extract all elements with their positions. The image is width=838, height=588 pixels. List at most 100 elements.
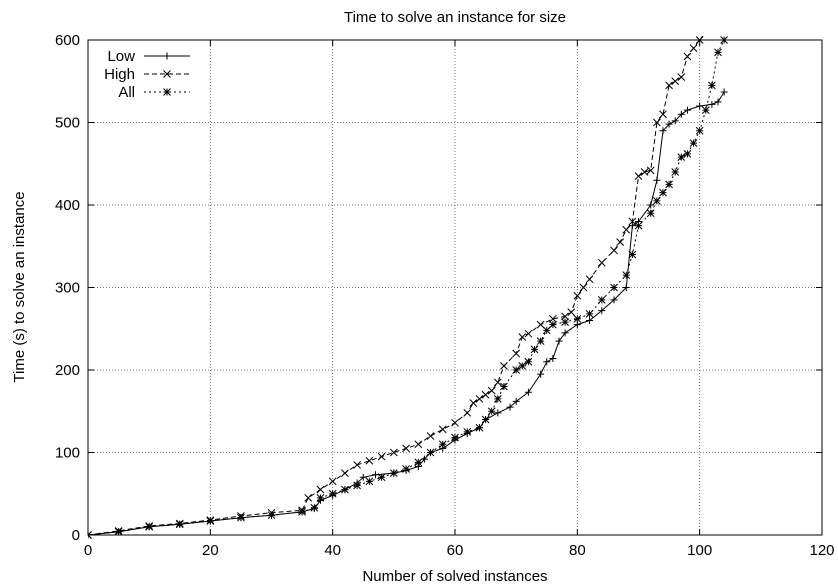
legend-marker-low: [163, 52, 171, 60]
data-point-low: [671, 117, 679, 125]
data-point-all: [310, 503, 319, 512]
legend-label-all: All: [118, 84, 135, 101]
data-point-low: [512, 397, 520, 405]
data-point-high: [389, 448, 398, 457]
data-point-high: [549, 314, 557, 323]
data-point-all: [438, 440, 447, 449]
data-point-high: [316, 485, 325, 494]
y-tick-label: 500: [55, 115, 80, 132]
data-point-high: [652, 118, 661, 127]
data-point-all: [659, 188, 667, 197]
data-point-all: [610, 283, 618, 292]
data-point-high: [481, 390, 490, 399]
data-point-low: [647, 201, 655, 209]
data-point-low: [598, 307, 606, 315]
data-point-low: [549, 354, 557, 362]
data-point-all: [720, 36, 728, 44]
data-point-low: [555, 337, 563, 345]
data-point-all: [671, 168, 680, 176]
data-point-all: [414, 458, 423, 467]
data-point-all: [365, 477, 374, 486]
data-point-all: [267, 511, 276, 520]
data-point-high: [518, 333, 527, 341]
x-tick-label: 60: [447, 542, 464, 559]
data-point-low: [420, 455, 428, 463]
data-point-high: [487, 386, 496, 395]
data-point-high: [469, 399, 478, 407]
data-point-high: [475, 395, 484, 403]
data-point-high: [402, 444, 410, 453]
data-point-high: [677, 73, 686, 81]
y-tick-label: 600: [55, 32, 80, 49]
data-point-high: [426, 432, 435, 440]
data-point-all: [597, 296, 606, 304]
x-tick-label: 80: [569, 542, 586, 559]
data-point-all: [316, 494, 325, 502]
data-point-all: [475, 423, 484, 432]
data-point-all: [634, 221, 643, 230]
data-point-low: [561, 329, 569, 337]
chart-title: Time to solve an instance for size: [344, 9, 566, 26]
data-point-low: [543, 358, 551, 366]
data-point-all: [402, 465, 410, 473]
data-point-high: [567, 308, 576, 317]
data-point-all: [114, 527, 123, 536]
x-tick-label: 120: [809, 542, 834, 559]
series-high: [88, 36, 704, 539]
data-point-high: [597, 258, 606, 267]
data-point-all: [493, 395, 502, 403]
data-point-low: [494, 409, 502, 417]
data-point-all: [652, 197, 661, 205]
axis-ticks: 0 20 40 60 80 100 120 0 100 200 300 400 500 600: [55, 32, 835, 559]
data-point-all: [677, 153, 686, 162]
data-point-all: [573, 314, 582, 323]
data-point-all: [328, 489, 337, 498]
data-point-high: [616, 238, 625, 246]
data-point-all: [451, 433, 459, 442]
data-point-high: [512, 349, 521, 358]
data-point-all: [512, 366, 521, 374]
data-point-high: [536, 320, 545, 329]
data-point-all: [622, 271, 631, 279]
y-tick-label: 0: [72, 527, 80, 544]
data-point-high: [634, 172, 643, 180]
data-point-all: [628, 250, 637, 259]
data-point-high: [451, 418, 459, 427]
data-point-all: [145, 522, 154, 531]
data-point-all: [561, 318, 569, 327]
data-point-all: [487, 407, 496, 416]
data-point-all: [463, 428, 472, 436]
data-point-high: [493, 378, 502, 387]
grid: [88, 40, 822, 535]
data-point-all: [175, 520, 184, 529]
data-point-high: [628, 217, 637, 226]
data-point-high: [573, 291, 582, 300]
data-point-low: [537, 370, 545, 378]
data-point-high: [500, 362, 508, 370]
data-point-high: [304, 494, 313, 502]
data-point-low: [524, 388, 532, 396]
data-point-all: [665, 180, 673, 189]
series-layer: [88, 36, 728, 539]
data-point-high: [671, 77, 680, 86]
data-point-high: [610, 246, 618, 255]
data-point-all: [689, 139, 698, 147]
data-point-high: [414, 440, 423, 449]
data-point-all: [714, 48, 722, 57]
x-tick-label: 20: [202, 542, 219, 559]
data-point-low: [683, 106, 691, 114]
data-point-low: [720, 88, 728, 96]
data-point-all: [524, 357, 533, 366]
data-point-all: [646, 209, 655, 218]
data-point-all: [701, 106, 710, 114]
data-point-low: [665, 120, 673, 128]
x-tick-label: 0: [84, 542, 92, 559]
data-point-all: [341, 485, 349, 494]
data-point-low: [659, 127, 667, 135]
series-all: [88, 36, 728, 539]
data-point-high: [659, 110, 667, 119]
data-point-all: [481, 415, 490, 424]
x-axis-label: Number of solved instances: [362, 568, 547, 585]
